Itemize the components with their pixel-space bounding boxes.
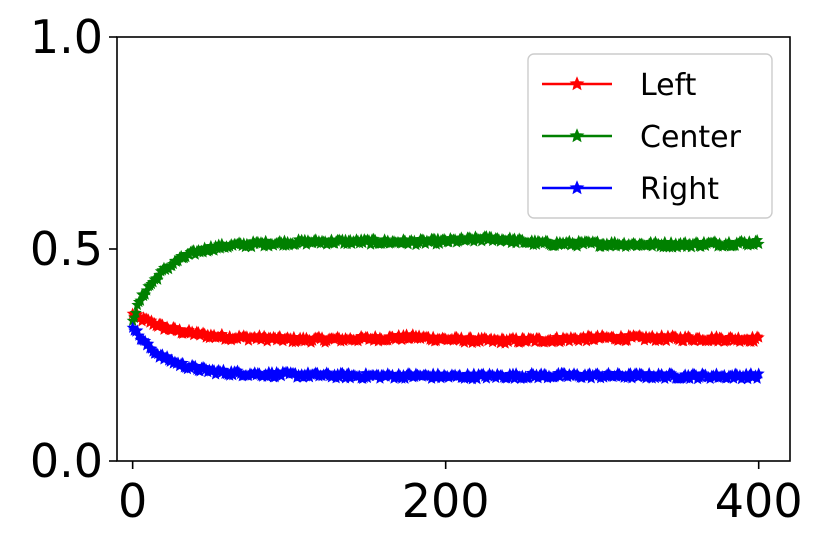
legend-label: Center: [640, 120, 742, 155]
series-left: [126, 307, 765, 349]
series-layer: [126, 230, 765, 385]
y-tick-label: 0.0: [30, 434, 103, 488]
x-tick-label: 200: [402, 474, 490, 528]
legend-marker: [569, 180, 585, 195]
legend-marker: [569, 128, 585, 143]
series-center: [126, 230, 765, 326]
x-tick-label: 0: [118, 474, 147, 528]
data-point-marker: [752, 331, 765, 343]
data-point-marker: [752, 237, 765, 250]
legend-label: Right: [640, 172, 719, 207]
y-tick-label: 1.0: [30, 10, 103, 64]
legend-marker: [569, 76, 585, 91]
axes-layer: 0 200 400 0.0 0.5 1.0: [30, 10, 803, 528]
legend-label: Left: [640, 68, 697, 103]
legend: Left Center Right: [527, 53, 773, 219]
data-point-marker: [129, 306, 142, 319]
y-tick-label: 0.5: [30, 222, 103, 276]
legend-box: [527, 53, 773, 219]
x-tick-label: 400: [715, 474, 803, 528]
series-right: [126, 321, 765, 385]
plot-frame: [116, 36, 791, 462]
data-point-marker: [752, 367, 765, 379]
